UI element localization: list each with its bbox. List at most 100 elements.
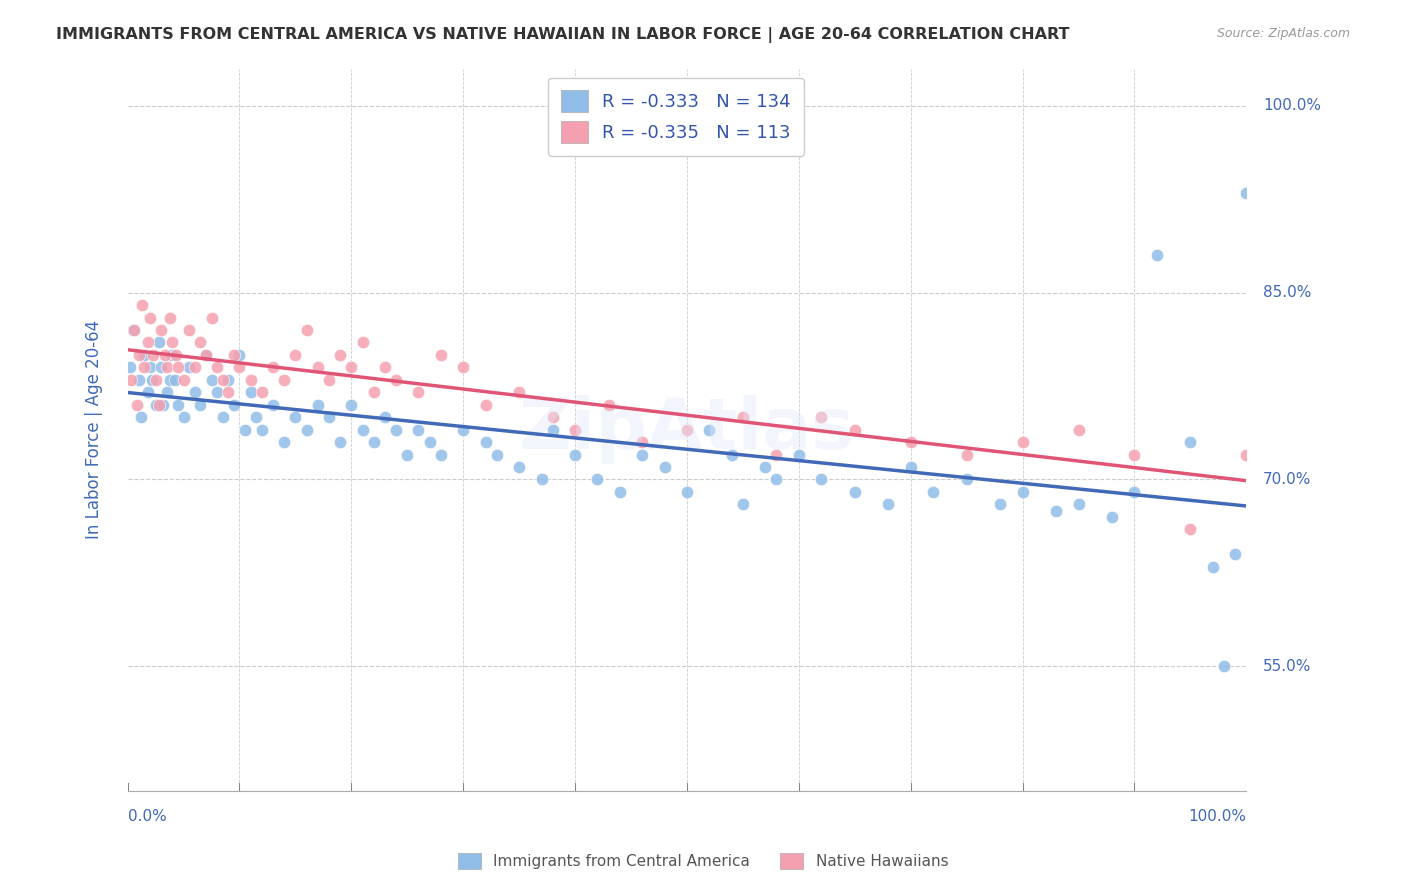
Point [205, 385, 228, 400]
Point [239, 373, 262, 387]
Text: 55.0%: 55.0% [1263, 658, 1312, 673]
Point [159, 373, 181, 387]
Point [142, 348, 165, 362]
Point [676, 484, 699, 499]
Point [374, 410, 396, 425]
Point [156, 385, 179, 400]
Point [844, 484, 866, 499]
Point [136, 385, 159, 400]
Point [530, 472, 553, 486]
Point [810, 410, 832, 425]
Point [474, 435, 496, 450]
Point [129, 410, 152, 425]
Point [385, 373, 408, 387]
Point [541, 410, 564, 425]
Point [430, 348, 453, 362]
Point [541, 423, 564, 437]
Point [385, 423, 408, 437]
Point [162, 335, 184, 350]
Point [1146, 248, 1168, 262]
Point [150, 323, 173, 337]
Point [329, 435, 352, 450]
Point [631, 448, 654, 462]
Point [508, 385, 530, 400]
Point [352, 335, 374, 350]
Point [474, 398, 496, 412]
Point [250, 385, 273, 400]
Point [200, 373, 222, 387]
Point [787, 448, 810, 462]
Point [194, 348, 217, 362]
Text: ZipAtlas: ZipAtlas [519, 395, 855, 464]
Point [128, 373, 150, 387]
Point [194, 348, 217, 362]
Point [1202, 559, 1225, 574]
Point [124, 323, 146, 337]
Point [163, 373, 186, 387]
Point [631, 435, 654, 450]
Point [173, 410, 195, 425]
Point [141, 373, 163, 387]
Text: Source: ZipAtlas.com: Source: ZipAtlas.com [1216, 27, 1350, 40]
Point [295, 423, 318, 437]
Point [134, 348, 156, 362]
Point [956, 448, 979, 462]
Point [956, 472, 979, 486]
Point [374, 360, 396, 375]
Point [363, 385, 385, 400]
Point [564, 423, 586, 437]
Point [188, 398, 211, 412]
Point [122, 323, 145, 337]
Point [228, 360, 250, 375]
Point [1011, 484, 1033, 499]
Point [765, 448, 787, 462]
Point [245, 410, 267, 425]
Point [250, 423, 273, 437]
Point [586, 472, 609, 486]
Point [396, 448, 419, 462]
Point [654, 460, 676, 475]
Point [228, 348, 250, 362]
Point [145, 398, 167, 412]
Point [262, 360, 284, 375]
Point [408, 423, 430, 437]
Point [900, 460, 922, 475]
Point [988, 497, 1011, 511]
Point [200, 310, 222, 325]
Point [340, 398, 363, 412]
Point [720, 448, 742, 462]
Point [451, 423, 474, 437]
Point [179, 360, 201, 375]
Point [217, 373, 239, 387]
Point [754, 460, 776, 475]
Point [1011, 435, 1033, 450]
Point [419, 435, 441, 450]
Point [699, 423, 721, 437]
Point [922, 484, 945, 499]
Point [139, 360, 162, 375]
Point [307, 398, 329, 412]
Point [1223, 547, 1246, 561]
Point [1180, 522, 1202, 536]
Point [167, 360, 190, 375]
Point [273, 373, 295, 387]
Point [676, 423, 699, 437]
Point [1067, 423, 1090, 437]
Point [810, 472, 832, 486]
Point [233, 423, 256, 437]
Point [295, 323, 318, 337]
Point [485, 448, 508, 462]
Point [128, 348, 150, 362]
Point [262, 398, 284, 412]
Point [125, 398, 148, 412]
Point [284, 348, 307, 362]
Point [844, 423, 866, 437]
Point [120, 373, 142, 387]
Point [148, 335, 170, 350]
Point [1234, 186, 1257, 200]
Point [211, 410, 233, 425]
Point [145, 373, 167, 387]
Point [173, 373, 195, 387]
Point [1180, 435, 1202, 450]
Point [162, 348, 184, 362]
